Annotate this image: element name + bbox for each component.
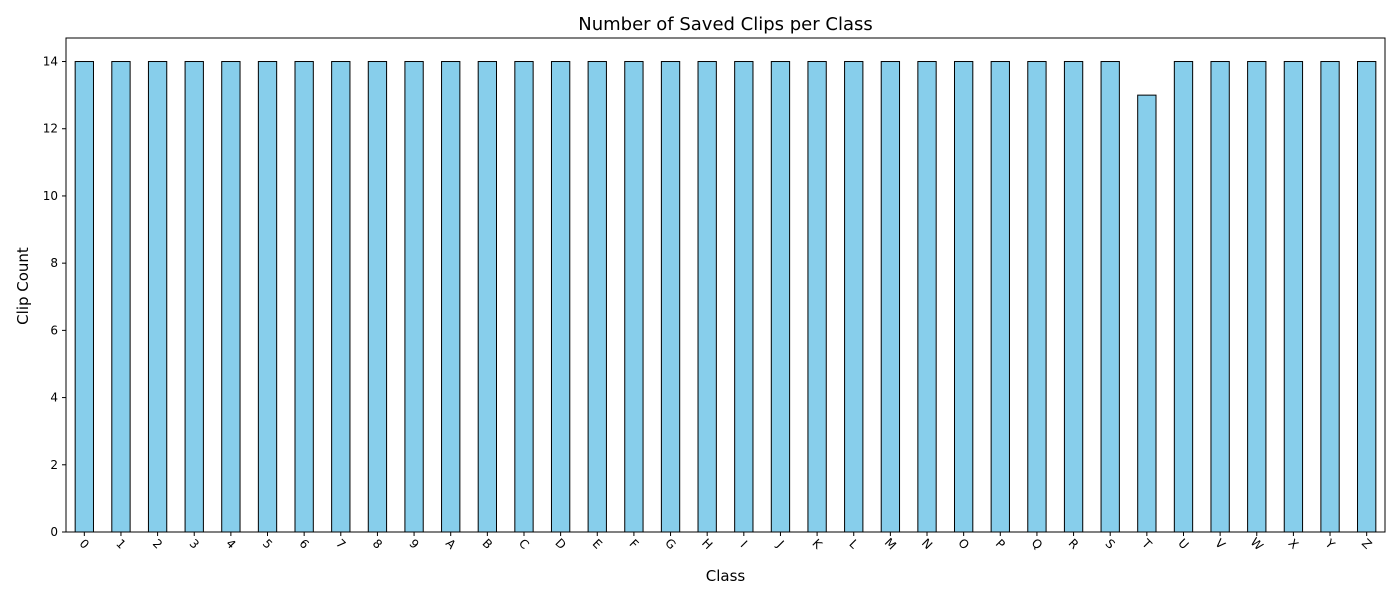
x-tick-label: 0 xyxy=(77,536,92,551)
x-tick-label: Y xyxy=(1322,536,1338,552)
bar-4 xyxy=(221,61,241,533)
bar-J xyxy=(770,61,791,533)
bar-O xyxy=(953,61,974,533)
y-tick-label: 4 xyxy=(50,391,58,405)
bar-A xyxy=(441,61,461,533)
bar-R xyxy=(1063,61,1084,533)
x-tick-label: R xyxy=(1066,536,1082,552)
bars-group xyxy=(74,61,1377,533)
bar-7 xyxy=(331,61,351,533)
x-tick-label: B xyxy=(479,536,495,552)
x-tick-label: M xyxy=(882,535,899,552)
x-tick-label: K xyxy=(809,536,825,552)
x-tick-label: 4 xyxy=(223,536,238,551)
bar-T xyxy=(1137,94,1157,533)
y-tick-label: 0 xyxy=(50,525,58,539)
x-tick-label: I xyxy=(738,538,750,550)
bar-P xyxy=(990,61,1010,533)
x-tick-label: F xyxy=(627,537,642,552)
bar-K xyxy=(807,61,827,533)
bar-H xyxy=(697,61,717,533)
bar-1 xyxy=(111,61,131,533)
bar-F xyxy=(624,61,644,533)
bar-U xyxy=(1173,61,1194,533)
bar-5 xyxy=(257,61,278,533)
x-tick-label: J xyxy=(774,537,787,550)
x-tick-label: 6 xyxy=(297,536,312,551)
x-tick-label: N xyxy=(919,536,935,552)
bar-9 xyxy=(404,61,424,533)
x-tick-label: Q xyxy=(1029,536,1046,553)
bar-V xyxy=(1210,61,1230,533)
x-tick-label: P xyxy=(993,536,1008,551)
bar-3 xyxy=(184,61,204,533)
y-axis-label: Clip Count xyxy=(14,247,32,325)
y-tick-label: 14 xyxy=(43,55,58,69)
bar-6 xyxy=(294,61,314,533)
x-tick-label: V xyxy=(1212,536,1228,552)
x-tick-label: 5 xyxy=(260,536,275,551)
y-tick-label: 8 xyxy=(50,256,58,270)
x-tick-label: W xyxy=(1248,535,1266,553)
x-tick-label: 2 xyxy=(150,536,165,551)
chart-title: Number of Saved Clips per Class xyxy=(578,14,873,35)
bar-M xyxy=(880,61,901,533)
x-tick-label: C xyxy=(516,536,532,552)
bar-W xyxy=(1247,61,1267,533)
x-axis-label: Class xyxy=(706,567,746,585)
x-tick-label: 7 xyxy=(333,536,348,551)
bar-0 xyxy=(74,61,94,533)
bar-Z xyxy=(1357,61,1377,533)
x-tick-label: L xyxy=(846,537,861,552)
bar-N xyxy=(917,61,937,533)
x-tick-label: O xyxy=(955,536,972,553)
x-tick-label: 9 xyxy=(406,536,421,551)
bar-G xyxy=(660,61,681,533)
bar-2 xyxy=(147,61,168,533)
x-tick-label: E xyxy=(590,536,605,551)
x-axis-ticks: 0 1 2 3 4 5 6 7 8 9 A B C D E F G H I J K L M N O P Q R S T U V W X Y Z xyxy=(77,532,1375,553)
x-tick-label: D xyxy=(552,536,568,552)
bar-Y xyxy=(1320,61,1340,533)
bar-S xyxy=(1100,61,1120,533)
x-tick-label: A xyxy=(443,536,459,552)
x-tick-label: 3 xyxy=(187,536,202,551)
bar-B xyxy=(477,61,498,533)
y-tick-label: 2 xyxy=(50,458,58,472)
x-tick-label: T xyxy=(1139,536,1155,552)
bar-8 xyxy=(367,61,388,533)
bar-E xyxy=(587,61,607,533)
y-tick-label: 6 xyxy=(50,323,58,337)
bar-C xyxy=(514,61,534,533)
x-tick-label: U xyxy=(1175,536,1191,552)
plot-frame xyxy=(65,37,1386,533)
x-tick-label: Z xyxy=(1359,536,1375,552)
y-axis-ticks: 0 2 4 6 8 10 12 14 xyxy=(43,55,66,539)
x-tick-label: G xyxy=(662,536,678,552)
x-tick-label: 1 xyxy=(113,536,128,551)
x-tick-label: S xyxy=(1103,536,1118,551)
y-tick-label: 10 xyxy=(43,189,58,203)
bar-Q xyxy=(1027,61,1047,533)
x-tick-label: X xyxy=(1286,536,1302,552)
bar-X xyxy=(1283,61,1304,533)
x-tick-label: 8 xyxy=(370,536,385,551)
y-tick-label: 12 xyxy=(43,122,58,136)
bar-I xyxy=(734,61,754,533)
bar-D xyxy=(550,61,571,533)
bar-L xyxy=(844,61,864,533)
x-tick-label: H xyxy=(699,536,715,552)
